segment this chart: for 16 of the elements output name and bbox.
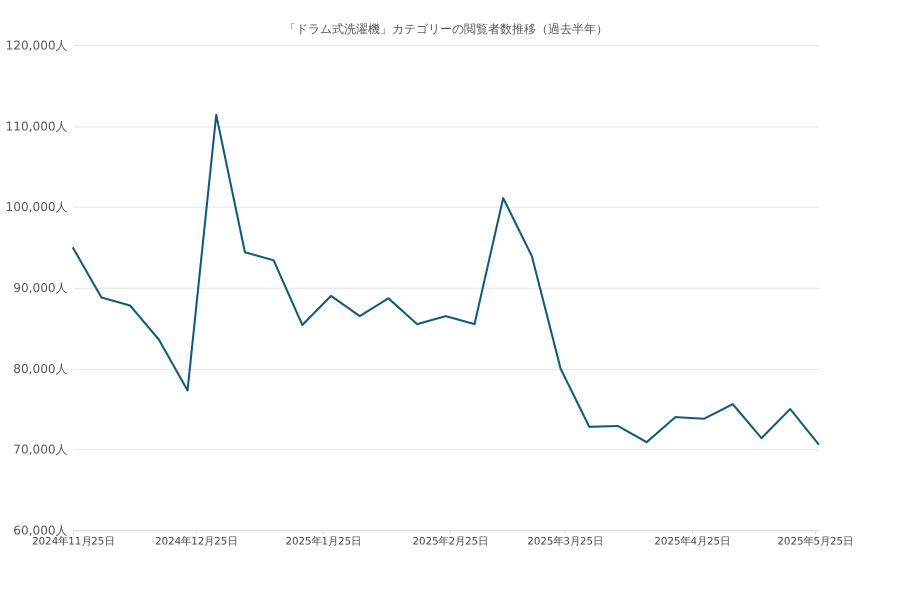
x-tick-label: 2024年12月25日 (155, 536, 238, 548)
y-tick-label: 70,000人 (13, 442, 68, 457)
x-tick-label: 2025年1月25日 (285, 536, 362, 548)
y-tick-label: 120,000人 (6, 38, 68, 53)
y-tick-label: 110,000人 (6, 119, 68, 134)
y-tick-label: 100,000人 (6, 200, 68, 214)
x-tick-label: 2025年4月25日 (654, 536, 730, 548)
x-tick-label: 2025年5月25日 (777, 536, 854, 548)
y-tick-label: 80,000人 (13, 362, 68, 376)
x-tick-label: 2025年3月25日 (527, 536, 603, 548)
x-tick-label: 2024年11月25日 (32, 536, 114, 548)
chart-title: 「ドラム式洗濯機」カテゴリーの閲覧者数推移（過去半年） (284, 22, 608, 36)
y-tick-label: 60,000人 (13, 523, 68, 538)
y-tick-label: 90,000人 (13, 280, 68, 295)
line-series (72, 114, 820, 446)
x-tick-label: 2025年2月25日 (412, 536, 488, 548)
